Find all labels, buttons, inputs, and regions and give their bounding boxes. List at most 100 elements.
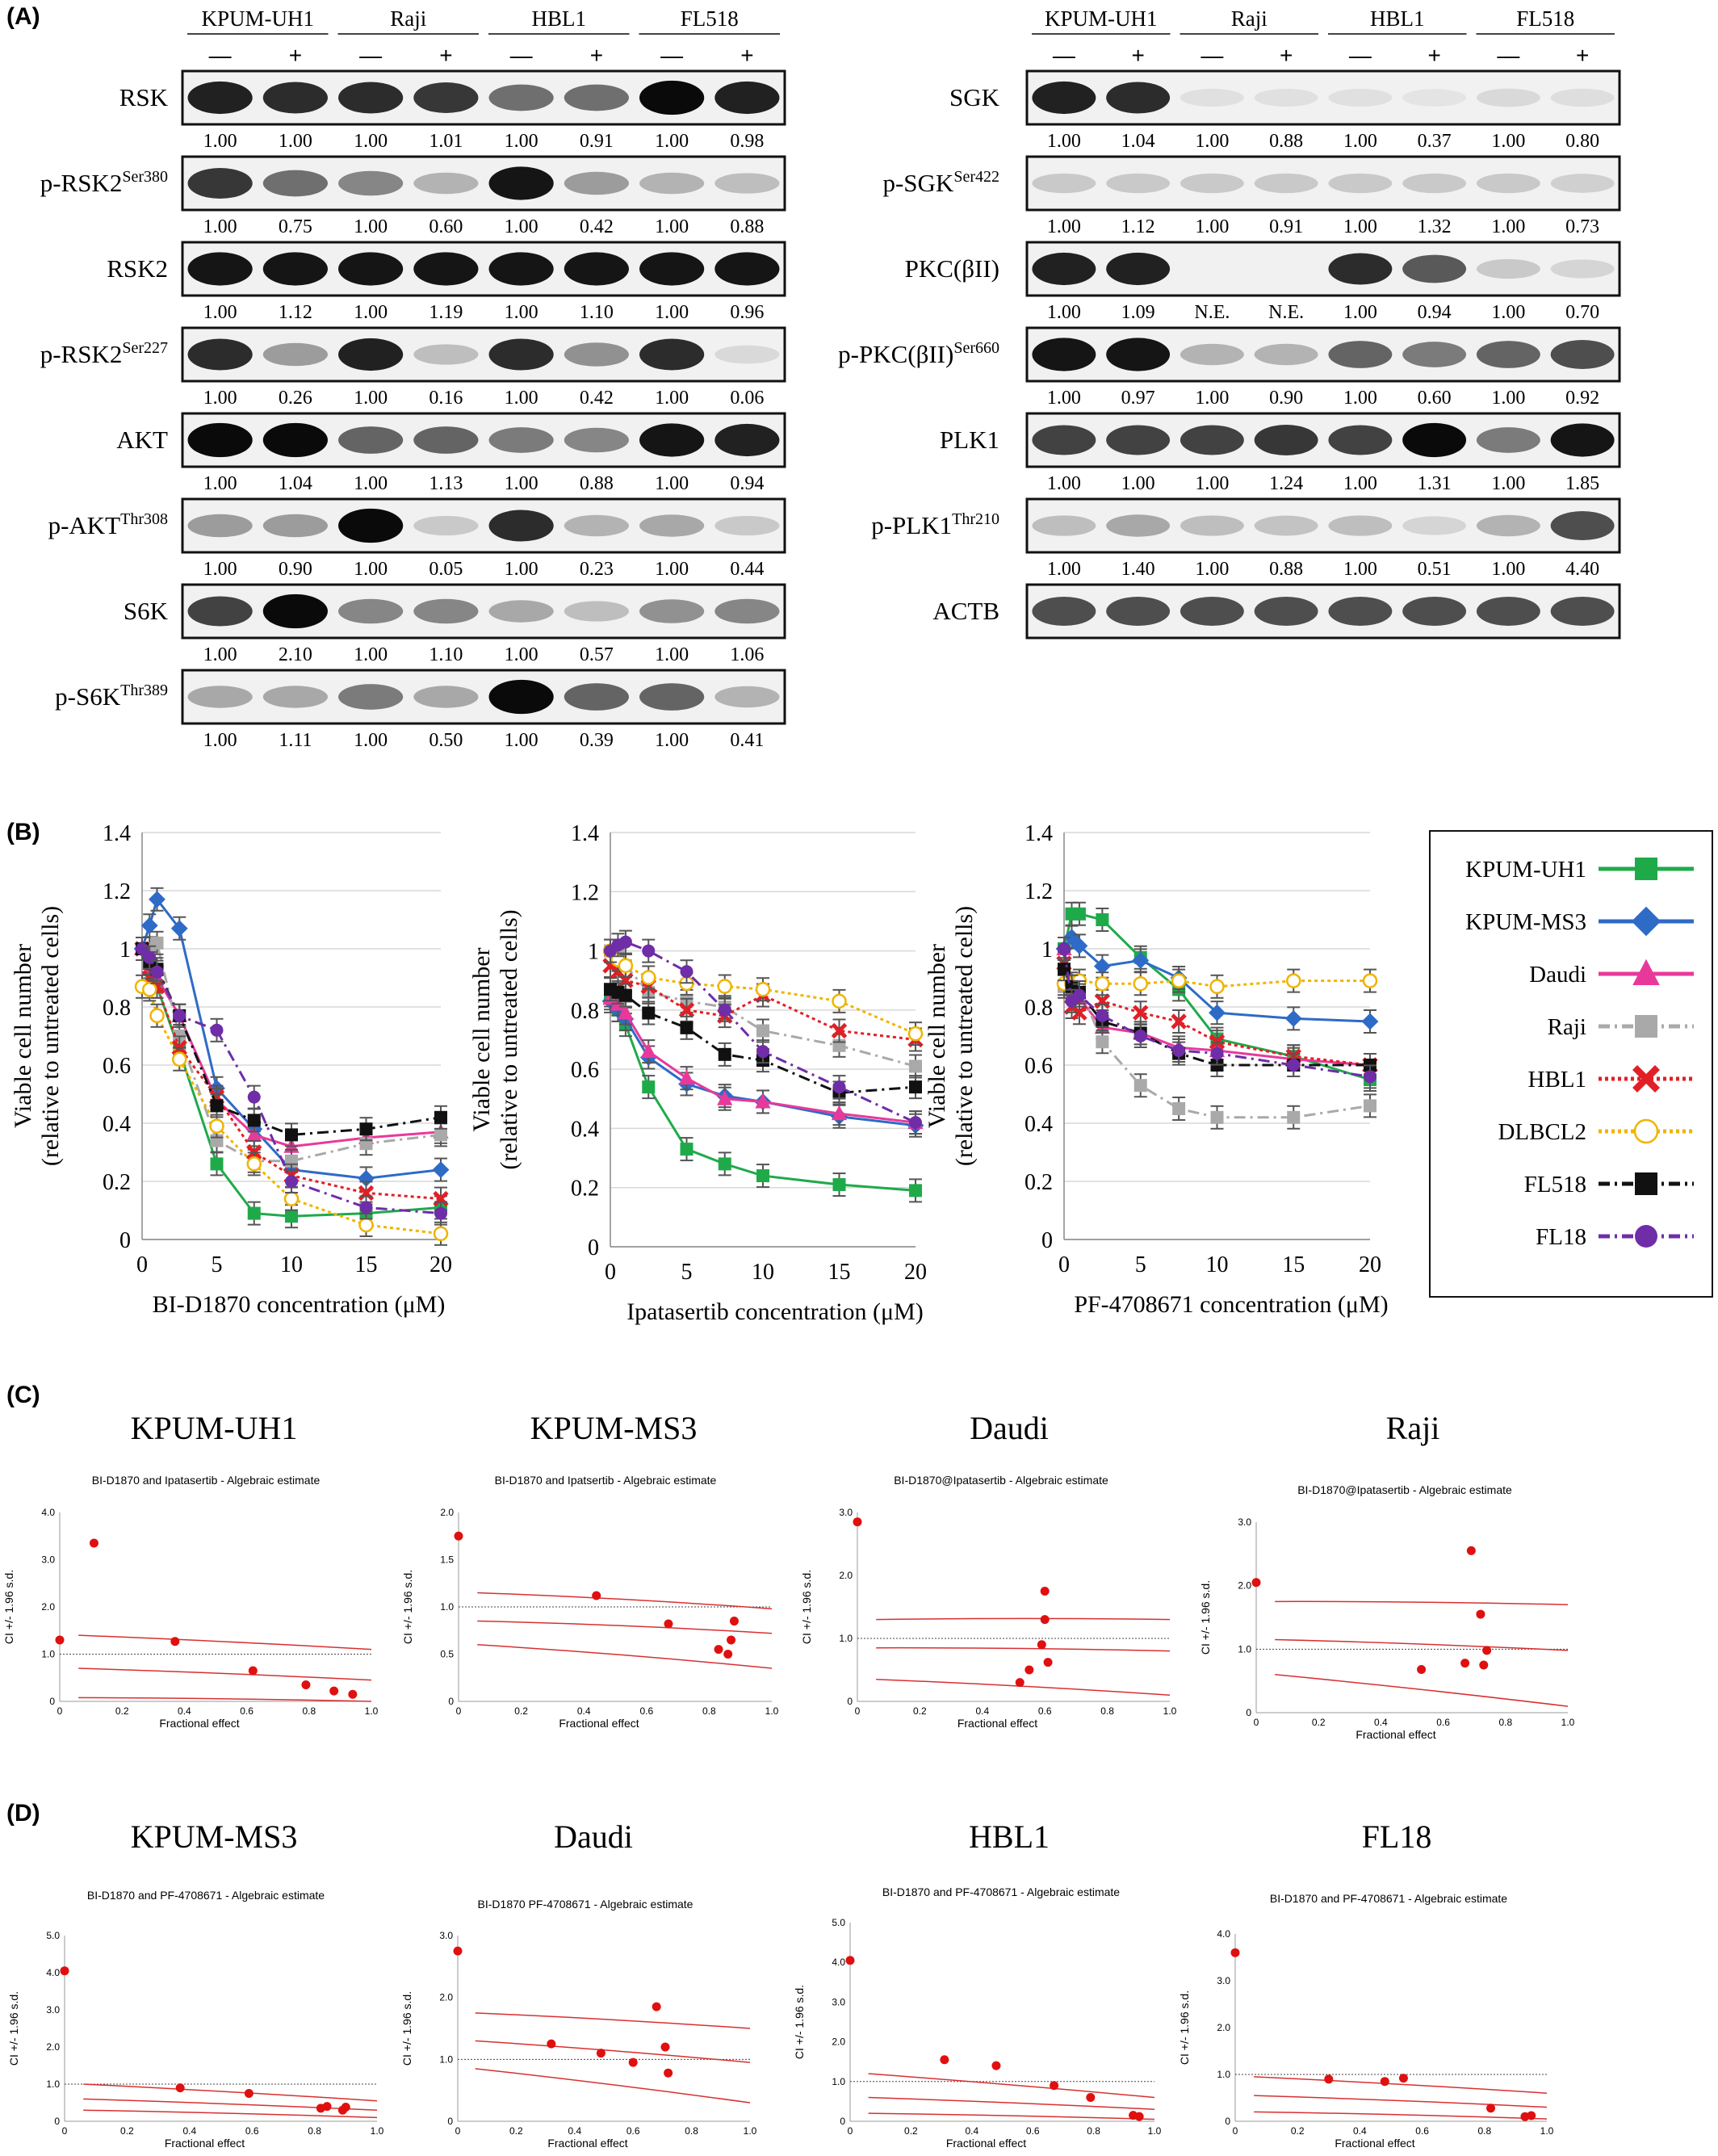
band-quant-value: 1.00: [1195, 216, 1229, 237]
ci-data-point: [592, 1591, 601, 1600]
x-tick-label: 1.0: [1540, 2125, 1554, 2137]
ci-band-lower: [475, 2068, 751, 2104]
data-point: [1172, 1102, 1186, 1115]
band-quant-value: 1.00: [354, 559, 388, 580]
legend-label-fl18: FL18: [1536, 1224, 1586, 1250]
data-point: [680, 965, 693, 979]
ci-data-point: [1134, 2112, 1144, 2121]
ci-band-mid: [1254, 2095, 1548, 2108]
ci-plot-6: Daudi BI-D1870 PF-4708671 - Algebraic est…: [400, 1818, 757, 2150]
ci-plot-4: Raji BI-D1870@Ipatasertib - Algebraic est…: [1199, 1410, 1575, 1741]
blot-label: p-AKTThr308: [48, 510, 168, 539]
ci-plot-title: KPUM-UH1: [131, 1410, 298, 1446]
blot-band: [1106, 425, 1171, 455]
band-quant-value: 1.11: [279, 730, 312, 751]
band-quant-value: 1.00: [1047, 559, 1081, 580]
blot-band: [338, 338, 404, 371]
y-tick-label: 2.0: [1238, 1580, 1251, 1592]
blot-label-superscript: Ser660: [953, 339, 999, 357]
x-tick-label: 0: [57, 1705, 63, 1717]
x-axis-label: BI-D1870 concentration (μM): [153, 1291, 446, 1318]
data-point: [718, 1003, 731, 1017]
ci-band-upper: [868, 2073, 1155, 2099]
blot-band: [488, 427, 554, 453]
x-tick-label: 1.0: [744, 2125, 757, 2137]
ci-band-upper: [1275, 1600, 1569, 1606]
x-tick-label: 0.2: [904, 2125, 918, 2137]
band-quant-value: 1.00: [1343, 216, 1377, 237]
blot-band: [1180, 88, 1244, 107]
blot-band: [338, 508, 404, 543]
ci-data-point: [170, 1637, 180, 1646]
data-point: [678, 1002, 695, 1018]
band-quant-value: 1.04: [1121, 131, 1155, 152]
blot-label: p-SGKSer422: [882, 168, 999, 197]
blot-band: [1106, 514, 1171, 537]
x-tick-label: 0.2: [913, 1705, 927, 1717]
y-tick-label: 0: [588, 1235, 599, 1260]
x-tick-label: 0.6: [245, 2125, 259, 2137]
ci-data-point: [714, 1645, 723, 1655]
x-axis-label: Fractional effect: [946, 2137, 1026, 2150]
x-tick-label: 1.0: [1561, 1717, 1575, 1728]
legend-label-daudi: Daudi: [1529, 962, 1586, 988]
blot-label-superscript: Ser422: [953, 168, 999, 186]
band-quant-value: 2.10: [279, 644, 312, 665]
ci-plot-subtitle: BI-D1870@Ipatasertib - Algebraic estimat…: [894, 1474, 1108, 1487]
band-quant-value: 1.00: [203, 302, 237, 323]
band-quant-value: 1.00: [354, 388, 388, 409]
data-point: [285, 1128, 298, 1142]
data-point: [358, 1185, 375, 1202]
y-axis-label: CI +/- 1.96 s.d.: [1199, 1580, 1212, 1655]
band-quant-value: 0.51: [1418, 559, 1452, 580]
data-point: [433, 1190, 449, 1207]
x-tick-label: 0.4: [178, 1705, 191, 1717]
x-tick-label: 0.8: [308, 2125, 321, 2137]
ci-plot-subtitle: BI-D1870 and PF-4708671 - Algebraic esti…: [87, 1889, 325, 1902]
blot-band: [714, 345, 780, 364]
data-point: [618, 958, 634, 974]
ci-data-point: [1398, 2074, 1408, 2083]
ci-data-point: [1324, 2074, 1334, 2084]
data-point: [1362, 973, 1378, 988]
data-point: [247, 1206, 261, 1220]
x-tick-label: 0.2: [509, 2125, 523, 2137]
data-point: [1133, 1079, 1147, 1093]
data-point: [642, 1006, 656, 1020]
ci-data-point: [1466, 1546, 1476, 1555]
data-point: [1633, 1118, 1659, 1144]
band-quant-value: 0.96: [730, 302, 764, 323]
data-point: [832, 1178, 846, 1192]
x-tick-label: 1.0: [365, 1705, 379, 1717]
y-tick-label: 0.4: [1025, 1112, 1053, 1137]
data-point: [150, 965, 164, 979]
band-quant-value: 0.50: [429, 730, 463, 751]
data-point: [1635, 858, 1657, 880]
band-quant-value: 1.00: [1195, 131, 1229, 152]
blot-band: [1328, 341, 1393, 368]
band-quant-value: 1.04: [279, 473, 312, 494]
blot-band: [1106, 82, 1171, 114]
ci-data-point: [1482, 1646, 1492, 1655]
ci-plot-3: Daudi BI-D1870@Ipatasertib - Algebraic es…: [800, 1410, 1177, 1730]
band-quant-value: 0.73: [1565, 216, 1599, 237]
y-axis-label: Viable cell number: [924, 944, 950, 1128]
y-tick-label: 1.0: [46, 2078, 60, 2090]
blot-band: [1550, 340, 1615, 369]
viability-chart-3: 0 0.2 0.4 0.6 0.8 1 1.2 1.4 0 5 10 15 20 PF-4708671 c…: [924, 821, 1389, 1318]
data-point: [210, 1099, 224, 1113]
ci-band-lower: [477, 1644, 773, 1669]
ci-data-point: [628, 2057, 638, 2067]
data-point: [432, 1161, 450, 1178]
y-tick-label: 2.0: [839, 1570, 853, 1581]
data-point: [1635, 1172, 1657, 1195]
band-quant-value: 1.00: [203, 131, 237, 152]
data-point: [640, 1042, 656, 1059]
band-quant-value: 1.06: [730, 644, 764, 665]
data-point: [1093, 958, 1111, 975]
viability-chart-2: 0 0.2 0.4 0.6 0.8 1 1.2 1.4 0 5 10 15 20 Ipatasertib …: [468, 821, 927, 1325]
blot-band: [1550, 597, 1615, 626]
x-tick-label: 0.8: [702, 1705, 716, 1717]
y-axis-label: CI +/- 1.96 s.d.: [7, 1991, 20, 2066]
data-point: [1284, 1010, 1302, 1027]
